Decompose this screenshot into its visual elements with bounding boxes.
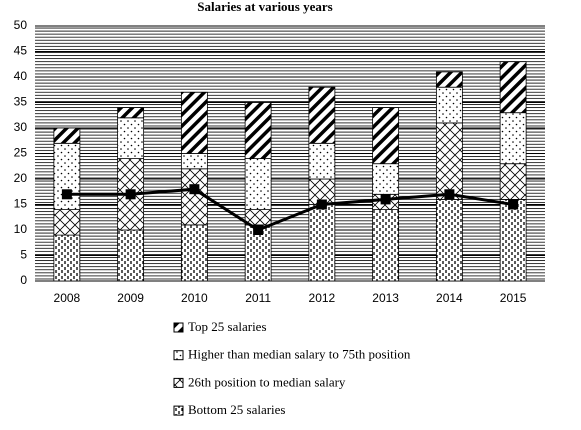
y-tick-label: 15	[14, 197, 28, 211]
bar-segment	[53, 127, 81, 144]
bar-segment	[435, 198, 463, 282]
x-tick-label: 2015	[500, 291, 527, 305]
bar-segment	[499, 61, 527, 114]
x-tick-label: 2009	[117, 291, 144, 305]
bar-segment	[117, 107, 145, 119]
x-tick-label: 2013	[372, 291, 399, 305]
line-marker	[444, 189, 455, 200]
y-tick-label: 20	[14, 171, 28, 185]
bar-segment	[499, 198, 527, 282]
y-tick-label: 5	[20, 248, 27, 262]
line-marker	[125, 189, 136, 200]
bar-segment	[53, 209, 81, 236]
bar-segment	[180, 153, 208, 170]
legend-swatch	[173, 377, 184, 388]
line-marker	[253, 225, 264, 235]
bar-segment	[372, 163, 400, 195]
legend-swatch	[173, 350, 184, 361]
line-marker	[189, 184, 200, 195]
x-tick-label: 2012	[309, 291, 336, 305]
bar-segment	[308, 204, 336, 282]
y-tick-label: 10	[14, 222, 28, 236]
bar-segment	[180, 224, 208, 282]
bar-segment	[435, 86, 463, 124]
bar-segment	[53, 142, 81, 211]
chart-title: Salaries at various years	[197, 0, 332, 14]
bar-segment	[308, 142, 336, 180]
line-marker	[380, 194, 391, 205]
x-tick-label: 2010	[181, 291, 208, 305]
bar-segment	[499, 163, 527, 200]
bar-segment	[372, 107, 400, 165]
bar-segment	[435, 122, 463, 200]
bar-segment	[53, 234, 81, 282]
x-tick-label: 2008	[54, 291, 81, 305]
legend-label: Bottom 25 salaries	[188, 402, 286, 417]
x-tick-label: 2011	[245, 291, 271, 305]
y-tick-label: 0	[20, 273, 27, 287]
bar-segment	[435, 71, 463, 88]
y-tick-label: 35	[14, 95, 28, 109]
legend-label: 26th position to median salary	[188, 374, 346, 389]
legend-label: Higher than median salary to 75th positi…	[188, 347, 411, 362]
bar-segment	[180, 168, 208, 226]
bar-segment	[499, 112, 527, 165]
line-marker	[316, 199, 327, 210]
legend-label: Top 25 salaries	[188, 319, 267, 334]
line-marker	[508, 199, 519, 210]
bar-segment	[117, 117, 145, 160]
y-tick-label: 30	[14, 120, 28, 134]
legend-swatch	[173, 322, 184, 333]
x-tick-label: 2014	[436, 291, 463, 305]
bar-segment	[117, 229, 145, 282]
y-tick-label: 45	[14, 44, 28, 58]
line-marker	[61, 189, 72, 200]
bar-segment	[244, 102, 272, 159]
line	[66, 187, 514, 232]
y-tick-label: 50	[14, 18, 28, 32]
legend-swatch	[173, 405, 184, 416]
bar-segment	[372, 209, 400, 282]
y-tick-label: 25	[14, 146, 28, 160]
bar-segment	[180, 91, 208, 154]
bar-segment	[308, 86, 336, 144]
bar-segment	[244, 158, 272, 211]
y-tick-label: 40	[14, 69, 28, 83]
